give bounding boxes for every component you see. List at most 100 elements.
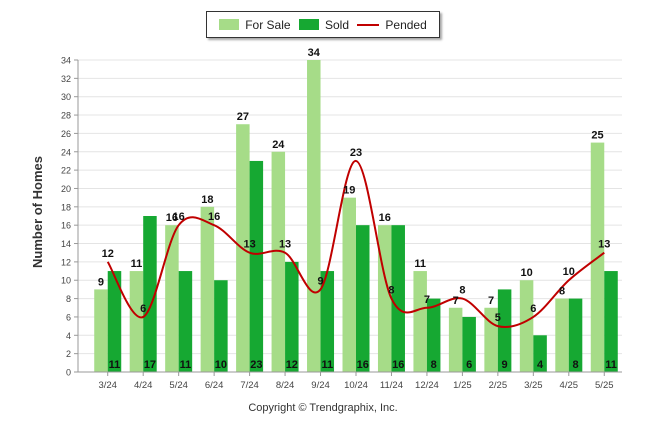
y-tick-label: 20: [61, 184, 71, 194]
for-sale-bar: [448, 307, 463, 372]
pended-value-label: 16: [208, 211, 220, 223]
x-tick-label: 8/24: [276, 380, 295, 391]
for-sale-bar: [342, 197, 356, 372]
sold-value-label: 11: [180, 359, 192, 371]
for-sale-bar: [555, 298, 569, 372]
legend-item-sold[interactable]: Sold: [298, 17, 349, 32]
for-sale-value-label: 11: [414, 258, 426, 270]
for-sale-value-label: 11: [131, 258, 143, 270]
legend-item-for-sale[interactable]: For Sale: [219, 17, 291, 32]
x-tick-label: 4/24: [134, 380, 153, 391]
x-tick-label: 1/25: [453, 380, 472, 391]
sold-bar: [426, 298, 441, 372]
sold-value-label: 10: [215, 359, 227, 371]
sold-value-label: 4: [537, 359, 544, 371]
y-tick-label: 0: [66, 368, 71, 378]
sold-bar: [214, 280, 228, 372]
x-tick-label: 12/24: [415, 380, 439, 391]
y-tick-label: 4: [66, 331, 71, 341]
pended-value-label: 12: [102, 248, 114, 260]
pended-value-label: 5: [495, 312, 501, 324]
x-tick-label: 4/25: [560, 380, 579, 391]
for-sale-value-label: 34: [308, 47, 321, 59]
sold-value-label: 8: [572, 359, 578, 371]
sold-bar: [107, 271, 122, 372]
for-sale-bar: [519, 280, 534, 372]
pended-value-label: 6: [530, 303, 536, 315]
for-sale-bar: [271, 151, 286, 372]
sold-bar: [497, 289, 512, 372]
pended-line-icon: [357, 23, 380, 26]
y-tick-label: 18: [61, 202, 71, 212]
y-tick-label: 34: [61, 56, 71, 66]
pended-line-layer: [106, 159, 605, 329]
legend-item-pended[interactable]: Pended: [357, 18, 427, 32]
for-sale-value-label: 7: [488, 295, 494, 307]
x-tick-label: 9/24: [311, 380, 330, 391]
sold-value-label: 23: [250, 359, 262, 371]
pended-value-label: 13: [243, 239, 255, 251]
y-tick-label: 12: [61, 257, 71, 267]
x-tick-label: 3/24: [98, 380, 117, 391]
x-tick-label: 5/24: [169, 380, 188, 391]
x-tick-label: 7/24: [240, 380, 259, 391]
for-sale-swatch-icon: [219, 19, 240, 30]
sold-value-label: 9: [502, 359, 508, 371]
for-sale-value-label: 16: [166, 212, 178, 224]
for-sale-bar: [94, 289, 108, 372]
sold-value-label: 16: [357, 359, 369, 371]
legend-label-for-sale: For Sale: [245, 17, 291, 32]
y-tick-label: 32: [61, 74, 71, 84]
for-sale-bar: [377, 225, 392, 372]
for-sale-value-label: 24: [272, 139, 285, 151]
pended-value-label: 10: [563, 266, 575, 278]
x-tick-label: 6/24: [205, 380, 224, 391]
for-sale-value-label: 9: [98, 276, 104, 288]
y-tick-label: 10: [61, 276, 71, 286]
pended-value-label: 16: [173, 211, 185, 223]
y-tick-label: 16: [61, 221, 71, 231]
sold-bar: [391, 225, 405, 372]
for-sale-value-label: 7: [453, 295, 459, 307]
for-sale-bar: [129, 271, 144, 372]
sold-bar: [568, 298, 583, 372]
sold-bar: [462, 316, 476, 372]
pended-value-label: 13: [279, 239, 291, 251]
y-tick-label: 2: [66, 349, 71, 359]
pended-value-label: 7: [424, 294, 430, 306]
data-labels: 9111117161118102723241234111916161611876…: [98, 47, 617, 371]
for-sale-value-label: 10: [520, 267, 532, 279]
for-sale-bar: [413, 271, 427, 372]
sold-bar: [320, 271, 335, 372]
y-tick-label: 22: [61, 166, 71, 176]
sold-bar: [533, 335, 547, 372]
sold-value-label: 17: [144, 359, 156, 371]
x-tick-label: 3/25: [524, 380, 543, 391]
for-sale-bar: [165, 225, 179, 372]
y-tick-label: 6: [66, 312, 71, 322]
x-tick-label: 2/25: [489, 380, 508, 391]
pended-value-label: 8: [388, 285, 394, 297]
y-tick-label: 28: [61, 111, 71, 121]
pended-value-label: 9: [317, 275, 323, 287]
y-tick-label: 26: [61, 129, 71, 139]
legend-label-sold: Sold: [324, 17, 349, 32]
y-tick-label: 14: [61, 239, 71, 249]
for-sale-value-label: 18: [201, 194, 213, 206]
x-tick-label: 10/24: [344, 380, 368, 391]
y-axis-title: Number of Homes: [30, 156, 45, 268]
legend: For Sale Sold Pended: [206, 11, 440, 38]
sold-bar: [143, 216, 157, 372]
sold-value-label: 8: [431, 359, 437, 371]
pended-value-label: 13: [598, 239, 610, 251]
for-sale-value-label: 25: [591, 130, 603, 142]
sold-value-label: 11: [321, 359, 333, 371]
sold-swatch-icon: [298, 19, 319, 30]
sold-bar: [604, 271, 618, 372]
for-sale-value-label: 16: [379, 212, 391, 224]
pended-value-label: 6: [140, 303, 146, 315]
for-sale-value-label: 8: [559, 286, 565, 298]
for-sale-bar: [307, 60, 321, 372]
